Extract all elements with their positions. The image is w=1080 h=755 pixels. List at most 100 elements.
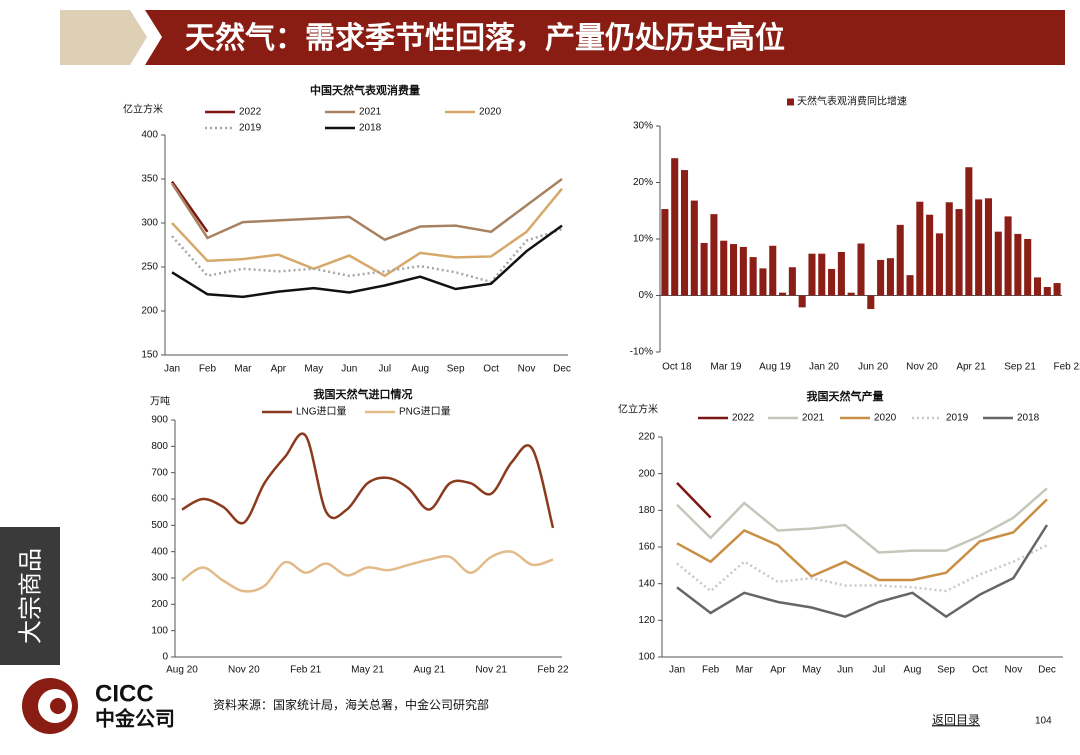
- legend-label: 2018: [1017, 413, 1040, 424]
- y-tick-label: 100: [151, 625, 168, 636]
- bar: [700, 242, 708, 296]
- logo-dot: [50, 698, 66, 714]
- header-banner: [145, 10, 1065, 65]
- x-tick-label: Oct: [483, 364, 499, 375]
- chart-title: 中国天然气表观消费量: [310, 83, 420, 97]
- x-tick-label: Aug 20: [166, 665, 198, 676]
- logo-cn: 中金公司: [95, 706, 175, 730]
- y-tick-label: 250: [141, 262, 158, 273]
- series-line: [171, 187, 563, 278]
- y-tick-label: 160: [638, 542, 655, 553]
- legend-label: PNG进口量: [399, 406, 451, 418]
- bar: [984, 198, 992, 296]
- bar: [798, 295, 806, 308]
- bar: [896, 224, 904, 296]
- x-tick-label: May: [802, 665, 821, 676]
- legend-label: 2022: [239, 107, 262, 118]
- series-line: [171, 224, 563, 299]
- legend-label: 2020: [874, 413, 897, 424]
- x-tick-label: Sep 21: [1004, 362, 1036, 373]
- x-tick-label: Oct: [972, 665, 988, 676]
- legend-label: 2021: [359, 107, 382, 118]
- bar: [739, 246, 747, 296]
- x-tick-label: Jan: [669, 665, 685, 676]
- y-tick-label: 600: [151, 494, 168, 505]
- logo-en: CICC: [95, 680, 154, 707]
- bar: [1033, 277, 1042, 296]
- x-tick-label: Feb 21: [290, 665, 322, 676]
- x-tick-label: Nov 20: [906, 362, 938, 373]
- y-tick-label: 140: [638, 578, 655, 589]
- series-line: [181, 432, 555, 529]
- x-tick-label: Jun: [341, 364, 357, 375]
- legend-label: 2019: [946, 413, 969, 424]
- y-tick-label: 10%: [633, 234, 653, 245]
- x-tick-label: Jul: [378, 364, 391, 375]
- back-link[interactable]: 返回目录: [932, 713, 980, 727]
- bar: [867, 295, 875, 310]
- bar: [965, 167, 973, 296]
- bar: [720, 240, 728, 296]
- x-tick-label: Mar: [736, 665, 754, 676]
- x-tick-label: May 21: [351, 665, 384, 676]
- x-tick-label: Jun: [837, 665, 853, 676]
- bar: [808, 253, 816, 296]
- bar: [779, 292, 787, 296]
- x-tick-label: Dec: [553, 364, 571, 375]
- x-tick-label: Nov 21: [475, 665, 507, 676]
- y-tick-label: 120: [638, 615, 655, 626]
- x-tick-label: Apr 21: [956, 362, 986, 373]
- bar: [818, 253, 826, 296]
- side-tab-label: 大宗商品: [17, 548, 44, 644]
- x-tick-label: Oct 18: [662, 362, 692, 373]
- y-tick-label: 200: [141, 306, 158, 317]
- bar: [994, 231, 1002, 296]
- series-line: [676, 544, 1048, 593]
- y-unit: 亿立方米: [123, 103, 163, 116]
- series-line: [170, 177, 563, 242]
- y-unit: 万吨: [150, 395, 170, 408]
- x-tick-label: Feb 22: [537, 665, 569, 676]
- bar: [1053, 283, 1061, 296]
- x-tick-label: Nov: [1004, 665, 1022, 676]
- y-tick-label: 100: [638, 652, 655, 663]
- source-note: 资料来源：国家统计局，海关总署，中金公司研究部: [213, 697, 489, 712]
- x-tick-label: Feb: [702, 665, 720, 676]
- series-line: [170, 180, 209, 233]
- legend-label: 2018: [359, 123, 382, 134]
- bar: [769, 245, 777, 296]
- y-tick-label: 200: [638, 468, 655, 479]
- bar: [857, 243, 865, 296]
- y-tick-label: 0: [162, 652, 168, 663]
- y-tick-label: 300: [151, 573, 168, 584]
- bar: [759, 268, 767, 296]
- x-tick-label: Aug: [904, 665, 922, 676]
- series-line: [181, 550, 554, 593]
- y-tick-label: 800: [151, 441, 168, 452]
- x-tick-label: Jun 20: [858, 362, 888, 373]
- y-tick-label: 300: [141, 218, 158, 229]
- x-tick-label: Aug: [411, 364, 429, 375]
- bar: [661, 209, 669, 296]
- bar: [680, 170, 689, 296]
- legend-label: 天然气表观消费同比增速: [797, 95, 907, 108]
- bar: [749, 257, 757, 296]
- x-tick-label: Jan: [164, 364, 180, 375]
- chart-title: 我国天然气产量: [807, 389, 884, 403]
- bar: [945, 202, 953, 296]
- x-tick-label: Jan 20: [809, 362, 839, 373]
- bar: [828, 268, 836, 296]
- bar: [1043, 287, 1051, 296]
- x-tick-label: May: [304, 364, 323, 375]
- bar: [935, 233, 943, 296]
- y-unit: 亿立方米: [618, 403, 658, 416]
- chart-title: 我国天然气进口情况: [314, 387, 413, 401]
- y-tick-label: 350: [141, 174, 158, 185]
- x-tick-label: Apr: [770, 665, 786, 676]
- bar: [906, 275, 914, 296]
- x-tick-label: Sep: [447, 364, 465, 375]
- bar: [1004, 216, 1012, 296]
- bar: [671, 158, 679, 296]
- y-tick-label: 200: [151, 599, 168, 610]
